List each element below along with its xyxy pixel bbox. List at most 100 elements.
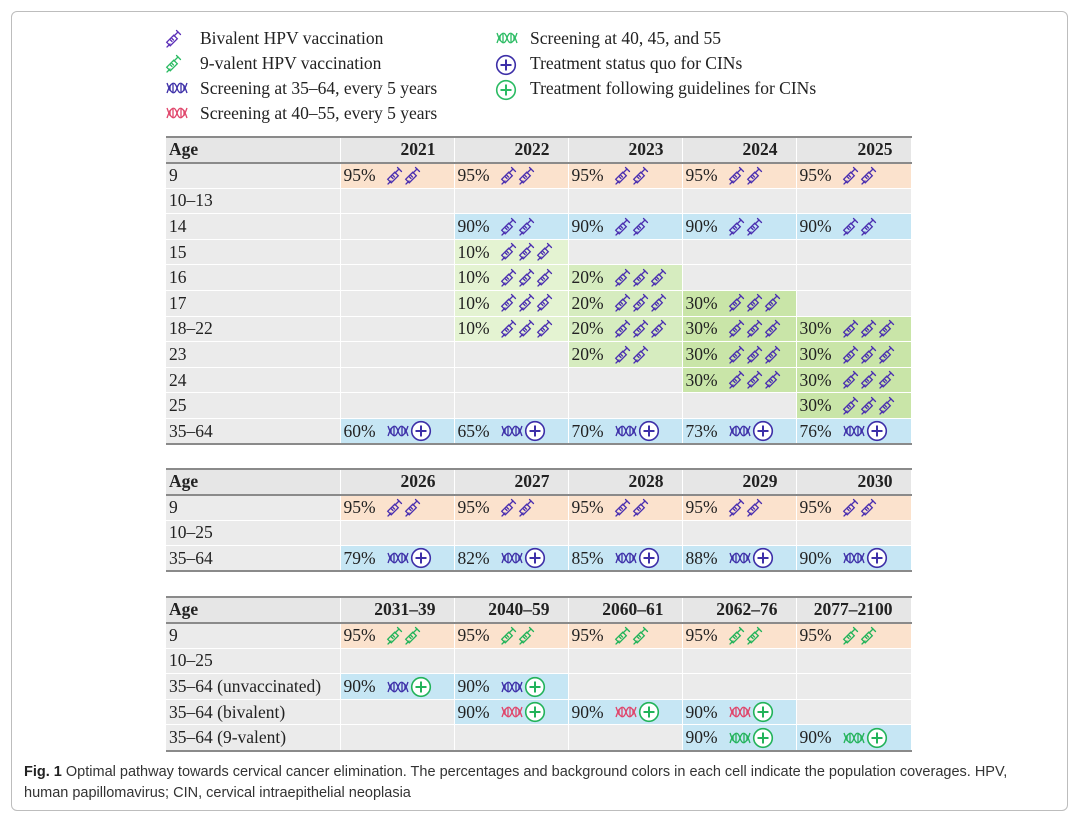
coverage-cell: 79%: [340, 545, 455, 573]
age-cell: 18–22: [166, 316, 341, 343]
syringe-icon: [614, 268, 630, 287]
intervention-icons: [614, 319, 668, 339]
empty-cell: [568, 673, 683, 700]
empty-cell: [568, 520, 683, 547]
age-cell: 25: [166, 392, 341, 420]
intervention-icons: [500, 420, 546, 442]
age-cell: 10–25: [166, 520, 341, 547]
year-header: 2030: [796, 468, 912, 496]
coverage-cell: 30%: [682, 316, 797, 343]
coverage-value: 73%: [685, 420, 718, 441]
coverage-cell: 20%: [568, 264, 683, 292]
intervention-icons: [500, 319, 554, 339]
legend-icon: [495, 29, 521, 49]
year-header: 2025: [796, 136, 912, 164]
syringe-icon: [860, 498, 876, 517]
year-header: 2077–2100: [796, 596, 912, 624]
intervention-icons: [500, 242, 554, 262]
dna-icon: [842, 553, 865, 564]
syringe-icon: [842, 217, 858, 236]
coverage-value: 82%: [457, 547, 490, 568]
intervention-icons: [500, 701, 546, 723]
coverage-cell: 90%: [682, 213, 797, 240]
syringe-icon: [842, 345, 858, 364]
age-cell: 17: [166, 290, 341, 317]
dna-icon: [500, 425, 523, 437]
empty-cell: [796, 699, 912, 726]
intervention-icons: [614, 547, 660, 569]
syringe-icon: [728, 217, 744, 236]
coverage-cell: 30%: [796, 392, 912, 420]
age-cell: 14: [166, 213, 341, 240]
empty-cell: [454, 520, 569, 547]
empty-cell: [568, 648, 683, 675]
syringe-icon: [500, 626, 516, 645]
coverage-cell: 90%: [682, 699, 797, 726]
empty-cell: [796, 648, 912, 675]
table-row: 25 30%: [166, 392, 912, 420]
coverage-value: 95%: [343, 497, 376, 518]
age-cell: 9: [166, 162, 341, 189]
coverage-value: 95%: [799, 497, 832, 518]
coverage-cell: 90%: [682, 724, 797, 752]
plus-circle-icon: [495, 54, 517, 76]
legend: Bivalent HPV vaccination 9-valent HPV va…: [165, 26, 885, 126]
syringe-icon: [500, 166, 516, 185]
coverage-value: 10%: [457, 241, 490, 262]
year-header: 2022: [454, 136, 569, 164]
intervention-icons: [728, 547, 774, 569]
table-row: 35–64 (bivalent) 90% 90% 90%: [166, 699, 912, 726]
dna-icon: [386, 553, 409, 564]
coverage-cell: 90%: [796, 724, 912, 752]
syringe-icon: [746, 166, 762, 185]
age-cell: 10–13: [166, 188, 341, 215]
empty-cell: [796, 290, 912, 317]
table-row: 15 10%: [166, 239, 912, 266]
coverage-value: 90%: [685, 216, 718, 237]
coverage-cell: 95%: [796, 622, 912, 649]
dna-icon: [728, 425, 751, 437]
syringe-icon: [728, 345, 744, 364]
legend-label: 9-valent HPV vaccination: [200, 53, 382, 73]
coverage-cell: 90%: [454, 673, 569, 700]
coverage-cell: 20%: [568, 341, 683, 368]
dna-icon: [614, 706, 637, 718]
coverage-value: 95%: [685, 497, 718, 518]
empty-cell: [682, 264, 797, 292]
syringe-icon: [746, 498, 762, 517]
caption-text: Optimal pathway towards cervical cancer …: [24, 764, 1008, 801]
legend-label: Treatment following guidelines for CINs: [530, 78, 817, 98]
age-cell: 35–64: [166, 545, 341, 573]
syringe-icon: [746, 217, 762, 236]
coverage-cell: 30%: [796, 316, 912, 343]
intervention-icons: [842, 498, 878, 518]
syringe-icon: [165, 54, 182, 73]
legend-label: Bivalent HPV vaccination: [200, 28, 384, 48]
syringe-icon: [518, 243, 534, 261]
empty-cell: [340, 341, 455, 368]
coverage-cell: 95%: [340, 622, 455, 649]
dna-icon: [496, 32, 518, 44]
year-header: 2062–76: [682, 596, 797, 624]
legend-icon: [165, 79, 191, 99]
syringe-icon: [518, 626, 534, 645]
intervention-icons: [614, 420, 660, 442]
coverage-value: 90%: [799, 547, 832, 568]
plus-circle-icon: [752, 727, 773, 748]
syringe-icon: [746, 345, 762, 364]
plus-circle-icon: [410, 548, 431, 569]
plus-circle-icon: [410, 420, 431, 442]
plus-circle-icon: [752, 702, 773, 723]
syringe-icon: [842, 626, 858, 645]
coverage-value: 20%: [571, 344, 604, 365]
syringe-icon: [860, 370, 876, 389]
age-header: Age: [166, 136, 341, 164]
syringe-icon: [728, 166, 744, 185]
age-cell: 9: [166, 494, 341, 521]
coverage-value: 95%: [685, 165, 718, 186]
empty-cell: [340, 264, 455, 292]
plus-circle-icon: [638, 420, 659, 442]
empty-cell: [682, 648, 797, 675]
syringe-icon: [728, 294, 744, 313]
syringe-icon: [878, 319, 894, 338]
